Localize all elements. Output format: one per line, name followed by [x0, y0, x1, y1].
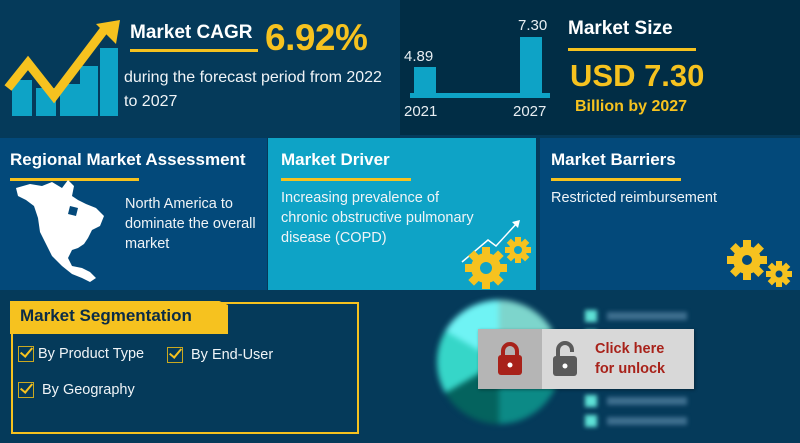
checkbox-icon — [167, 347, 183, 363]
bar-value-2027: 7.30 — [518, 17, 548, 34]
bar-value-2021: 4.89 — [404, 48, 434, 65]
blurred-legend-item — [585, 310, 687, 322]
checkbox-icon — [18, 382, 34, 398]
regional-title: Regional Market Assessment — [10, 150, 246, 169]
chart-baseline — [410, 93, 550, 98]
segmentation-title: Market Segmentation — [20, 306, 192, 325]
divider — [0, 290, 800, 294]
segment-end-user: By End-User — [167, 347, 273, 363]
market-size-panel: 4.89 7.30 2021 2027 Market Size USD 7.30… — [400, 0, 800, 135]
bar-year-2027: 2027 — [513, 103, 547, 120]
growth-chart-icon — [4, 18, 122, 123]
cagr-title: Market CAGR — [130, 22, 253, 43]
regional-panel: Regional Market Assessment North America… — [0, 138, 267, 290]
blurred-legend-item — [585, 395, 687, 407]
lock-icon — [478, 329, 542, 389]
segment-geography: By Geography — [18, 382, 135, 398]
bar-2021 — [414, 67, 436, 97]
gears-icon — [725, 238, 795, 290]
segmentation-tab — [10, 301, 228, 334]
locked-chart-panel: Click here for unlock — [400, 294, 800, 443]
market-size-subtitle: Billion by 2027 — [575, 98, 688, 115]
bar-2027 — [520, 37, 542, 97]
blurred-legend-item — [585, 415, 687, 427]
unlock-icon — [542, 329, 587, 389]
market-size-underline — [568, 48, 696, 51]
market-size-title: Market Size — [568, 18, 673, 39]
bar-year-2021: 2021 — [404, 103, 438, 120]
unlock-button[interactable]: Click here for unlock — [478, 329, 694, 389]
gears-growth-icon — [458, 210, 533, 290]
driver-text: Increasing prevalence of chronic obstruc… — [281, 190, 474, 246]
segment-product-type: By Product Type — [18, 346, 144, 362]
cagr-underline — [130, 49, 258, 52]
driver-underline — [281, 178, 411, 181]
cagr-value: 6.92% — [265, 17, 368, 58]
barriers-text: Restricted reimbursement — [551, 190, 717, 206]
driver-panel: Market Driver Increasing prevalence of c… — [268, 138, 536, 290]
cagr-panel: Market CAGR 6.92% during the forecast pe… — [0, 0, 400, 135]
barriers-underline — [551, 178, 681, 181]
regional-underline — [10, 178, 139, 181]
market-size-value: USD 7.30 — [570, 58, 705, 93]
barriers-panel: Market Barriers Restricted reimbursement — [540, 138, 800, 290]
north-america-map-icon — [12, 178, 112, 290]
regional-text: North America to dominate the overall ma… — [125, 196, 256, 252]
checkbox-icon — [18, 346, 34, 362]
driver-title: Market Driver — [281, 150, 390, 169]
unlock-label[interactable]: Click here for unlock — [595, 341, 666, 377]
barriers-title: Market Barriers — [551, 150, 676, 169]
cagr-description: during the forecast period from 2022 to … — [124, 69, 382, 110]
